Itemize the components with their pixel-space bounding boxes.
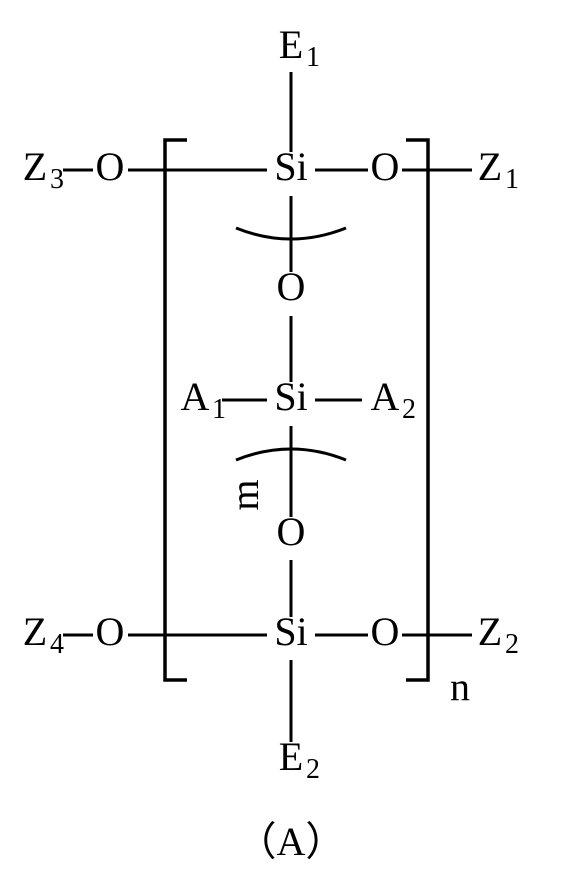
atom-label: O (371, 609, 400, 654)
atom-label: Z (478, 609, 502, 654)
atom-Si_top: Si (274, 144, 307, 189)
repeat-subscript-m: m (222, 479, 267, 510)
atom-O_br: O (371, 609, 400, 654)
atom-label: O (277, 264, 306, 309)
atom-O_upper: O (277, 264, 306, 309)
atom-O_bl: O (96, 609, 125, 654)
atom-A2: A2 (371, 374, 416, 425)
atom-subscript: 1 (212, 394, 226, 425)
atom-O_tl: O (96, 144, 125, 189)
atom-label: O (96, 609, 125, 654)
atom-subscript: 2 (306, 754, 320, 785)
atom-subscript: 4 (50, 629, 64, 660)
atom-label: O (371, 144, 400, 189)
atom-label: Si (274, 144, 307, 189)
atom-Z3: Z3 (23, 144, 64, 195)
figure-caption: （A） (237, 819, 346, 864)
atom-label: O (96, 144, 125, 189)
atom-label: Si (274, 609, 307, 654)
atom-label: A (371, 374, 400, 419)
atom-O_tr: O (371, 144, 400, 189)
atom-A1: A1 (181, 374, 226, 425)
atom-label: E (279, 22, 303, 67)
atom-E1: E1 (279, 22, 320, 73)
atom-label: Z (478, 144, 502, 189)
atom-subscript: 2 (402, 394, 416, 425)
atom-E2: E2 (279, 734, 320, 785)
atom-Z2: Z2 (478, 609, 519, 660)
atom-Z4: Z4 (23, 609, 64, 660)
atom-subscript: 1 (505, 164, 519, 195)
atom-subscript: 1 (306, 42, 320, 73)
atom-Si_mid: Si (274, 374, 307, 419)
atom-label: O (277, 509, 306, 554)
atom-label: Z (23, 144, 47, 189)
atom-label: Z (23, 609, 47, 654)
atom-subscript: 2 (505, 629, 519, 660)
atom-Si_bot: Si (274, 609, 307, 654)
atom-subscript: 3 (50, 164, 64, 195)
atom-label: Si (274, 374, 307, 419)
atom-label: A (181, 374, 210, 419)
chemical-formula-diagram: nmE1SiOSiOSiE2A1A2OOOOZ1Z2Z3Z4（A） (0, 0, 582, 894)
repeat-subscript-n: n (450, 664, 470, 709)
atom-label: E (279, 734, 303, 779)
atom-O_lower: O (277, 509, 306, 554)
atom-Z1: Z1 (478, 144, 519, 195)
